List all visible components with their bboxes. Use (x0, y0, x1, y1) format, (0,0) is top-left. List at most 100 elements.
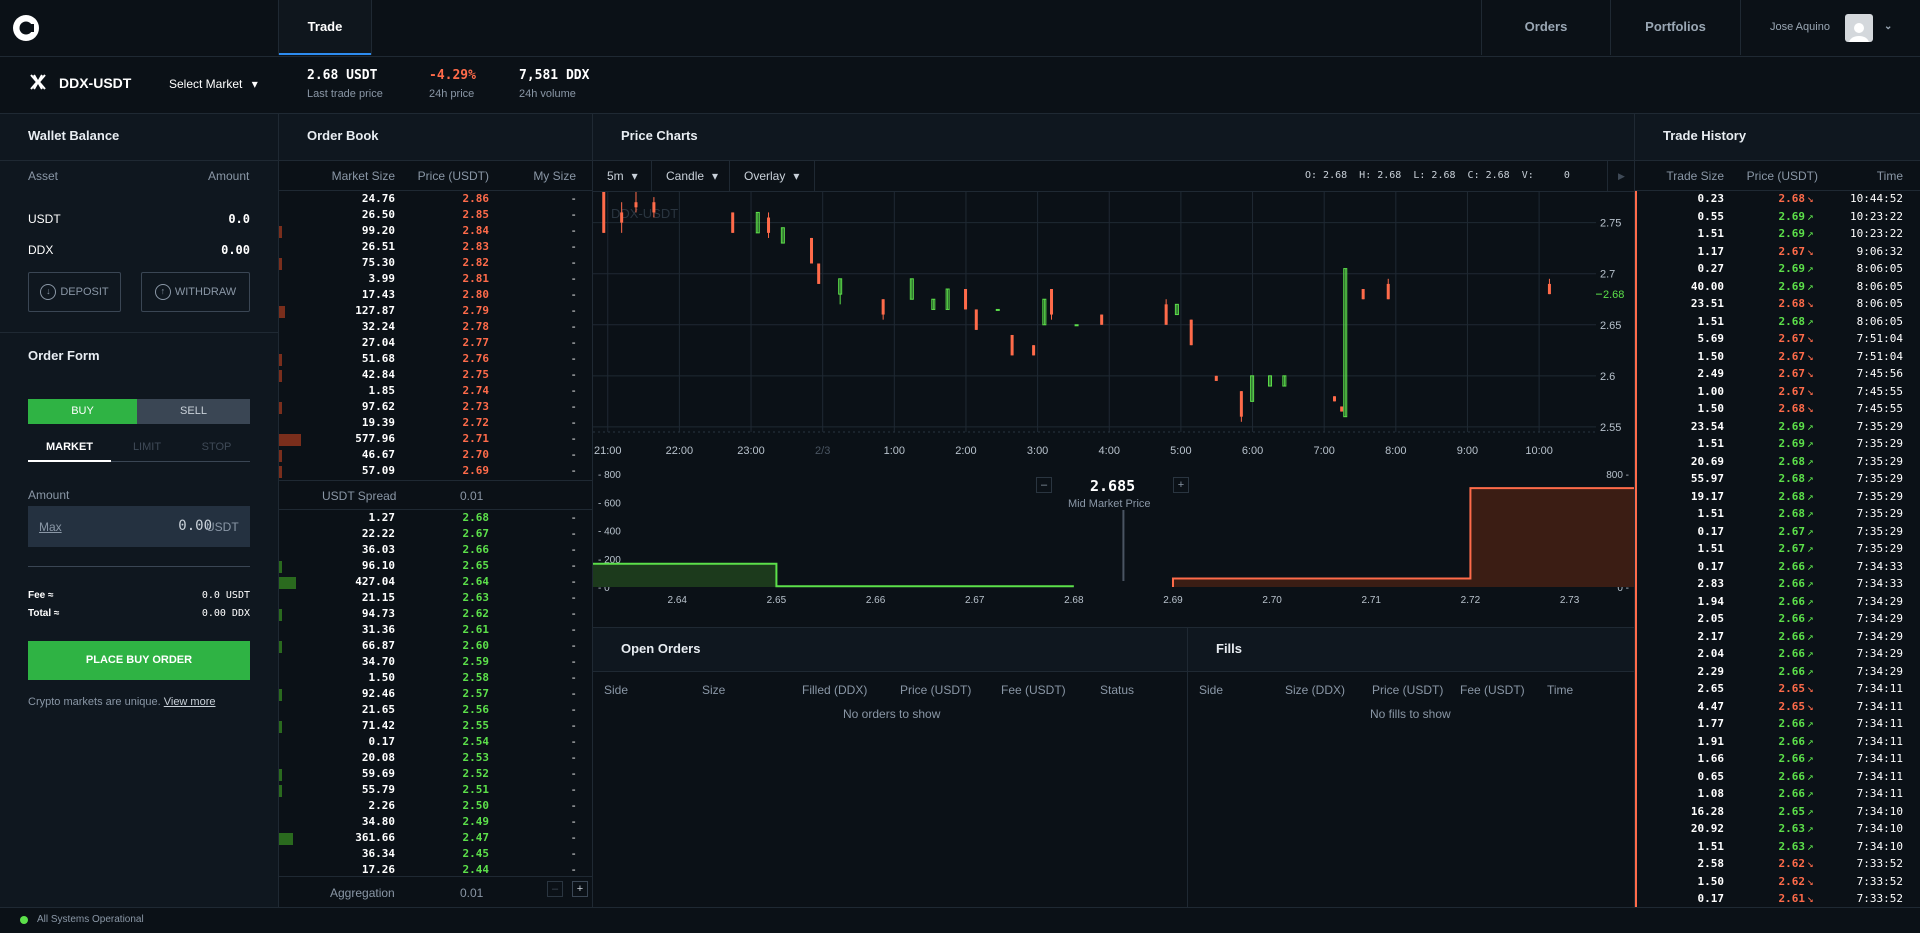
depth-x-tick: 2.66 (866, 595, 886, 606)
wallet-asset: DDX (28, 243, 54, 257)
order-book-row[interactable]: 55.79 2.51 - (279, 783, 592, 799)
order-book-row[interactable]: 19.39 2.72 - (279, 416, 592, 432)
order-book-row[interactable]: 96.10 2.65 - (279, 559, 592, 575)
depth-bar (279, 721, 282, 733)
order-book-row[interactable]: 36.03 2.66 - (279, 543, 592, 559)
order-book-row[interactable]: 26.51 2.83 - (279, 240, 592, 256)
nav-orders[interactable]: Orders (1481, 0, 1610, 55)
order-book-row[interactable]: 59.69 2.52 - (279, 767, 592, 783)
order-book-row[interactable]: 71.42 2.55 - (279, 719, 592, 735)
trade-price: 2.68 (1778, 472, 1806, 485)
place-buy-order-button[interactable]: PLACE BUY ORDER (28, 641, 250, 680)
withdraw-button[interactable]: ↑ WITHDRAW (141, 272, 250, 312)
market-size: 42.84 (361, 368, 395, 381)
interval-dropdown[interactable]: 5m ▾ (593, 161, 652, 191)
order-book-row[interactable]: 24.76 2.86 - (279, 192, 592, 208)
candle (1189, 319, 1193, 346)
tab-market[interactable]: MARKET (45, 441, 94, 453)
order-book-row[interactable]: 32.24 2.78 - (279, 320, 592, 336)
market-size: 27.04 (361, 336, 395, 349)
order-book-row[interactable]: 361.66 2.47 - (279, 831, 592, 847)
overlay-label: Overlay (744, 169, 786, 183)
zoom-in-button[interactable]: + (1173, 477, 1189, 493)
arrow-up-icon: ↗ (1807, 524, 1814, 538)
coinbase-logo-icon[interactable] (12, 14, 40, 42)
trade-time: 7:35:29 (1856, 437, 1903, 450)
order-book-row[interactable]: 22.22 2.67 - (279, 527, 592, 543)
play-icon[interactable]: ▶ (1607, 161, 1635, 191)
y-tick-label: 2.6 (1600, 371, 1615, 383)
order-book-row[interactable]: 20.08 2.53 - (279, 751, 592, 767)
y-tick-label: 2.75 (1600, 218, 1621, 230)
order-book-row[interactable]: 1.50 2.58 - (279, 671, 592, 687)
order-book-row[interactable]: 92.46 2.57 - (279, 687, 592, 703)
trade-price: 2.66 (1778, 752, 1806, 765)
order-book-row[interactable]: 34.80 2.49 - (279, 815, 592, 831)
candle (652, 197, 656, 218)
nav-portfolios[interactable]: Portfolios (1610, 0, 1740, 55)
order-book-row[interactable]: 34.70 2.59 - (279, 655, 592, 671)
fills-col: Time (1547, 683, 1574, 697)
aggregation-decrease-button[interactable]: – (547, 881, 563, 897)
buy-toggle[interactable]: BUY (28, 399, 137, 424)
trade-price: 2.63 (1778, 822, 1806, 835)
aggregation-increase-button[interactable]: + (572, 881, 588, 897)
order-book-row[interactable]: 21.65 2.56 - (279, 703, 592, 719)
amount-input[interactable]: Max 0.00 USDT (28, 506, 250, 547)
order-book-row[interactable]: 17.43 2.80 - (279, 288, 592, 304)
order-book-row[interactable]: 51.68 2.76 - (279, 352, 592, 368)
order-book-row[interactable]: 57.09 2.69 - (279, 464, 592, 480)
market-size: 97.62 (361, 400, 395, 413)
zoom-out-button[interactable]: – (1036, 477, 1052, 493)
max-link[interactable]: Max (39, 520, 62, 534)
user-menu[interactable]: Jose Aquino ⌄ (1740, 0, 1920, 55)
trade-price: 2.67 (1778, 542, 1806, 555)
th-col-time: Time (1876, 169, 1903, 183)
order-book-row[interactable]: 99.20 2.84 - (279, 224, 592, 240)
trade-size: 55.97 (1690, 472, 1724, 485)
order-book-row[interactable]: 75.30 2.82 - (279, 256, 592, 272)
order-book-row[interactable]: 97.62 2.73 - (279, 400, 592, 416)
order-book-row[interactable]: 3.99 2.81 - (279, 272, 592, 288)
overlay-dropdown[interactable]: Overlay ▾ (730, 161, 815, 191)
order-book-row[interactable]: 17.26 2.44 - (279, 863, 592, 879)
select-market-dropdown[interactable]: Select Market ▾ (169, 77, 258, 91)
tab-limit[interactable]: LIMIT (132, 441, 162, 453)
last-price-label: Last trade price (307, 88, 383, 100)
trade-time: 10:23:22 (1850, 209, 1903, 223)
order-book-row[interactable]: 0.17 2.54 - (279, 735, 592, 751)
order-book-row[interactable]: 31.36 2.61 - (279, 623, 592, 639)
order-book-row[interactable]: 577.96 2.71 - (279, 432, 592, 448)
deposit-button[interactable]: ↓ DEPOSIT (28, 272, 121, 312)
chart-type-dropdown[interactable]: Candle ▾ (652, 161, 730, 191)
trade-price: 2.66 (1778, 577, 1806, 590)
order-book-row[interactable]: 2.26 2.50 - (279, 799, 592, 815)
order-book-row[interactable]: 21.15 2.63 - (279, 591, 592, 607)
order-book-row[interactable]: 36.34 2.45 - (279, 847, 592, 863)
tab-stop[interactable]: STOP (201, 441, 232, 453)
candle (1174, 303, 1179, 316)
order-book-row[interactable]: 27.04 2.77 - (279, 336, 592, 352)
sell-toggle[interactable]: SELL (137, 399, 250, 424)
price: 2.79 (462, 304, 490, 317)
tab-trade[interactable]: Trade (278, 0, 372, 55)
view-more-link[interactable]: View more (163, 696, 216, 708)
candlestick-chart[interactable]: 21:00 22:00 23:00 2/3 1:00 2:00 3:00 4:00 5:00 6:… (593, 192, 1634, 462)
depth-bar (279, 609, 282, 621)
order-book-row[interactable]: 1.27 2.68 - (279, 511, 592, 527)
order-book-row[interactable]: 427.04 2.64 - (279, 575, 592, 591)
order-book-row[interactable]: 26.50 2.85 - (279, 208, 592, 224)
order-book-row[interactable]: 127.87 2.79 - (279, 304, 592, 320)
price: 2.44 (462, 863, 490, 876)
order-book-row[interactable]: 94.73 2.62 - (279, 607, 592, 623)
arrow-down-icon: ↘ (1807, 682, 1814, 695)
order-book-row[interactable]: 1.85 2.74 - (279, 384, 592, 400)
order-book-row[interactable]: 42.84 2.75 - (279, 368, 592, 384)
x-tick-label: 2/3 (815, 445, 830, 457)
order-book-row[interactable]: 66.87 2.60 - (279, 639, 592, 655)
trade-size: 2.29 (1697, 664, 1725, 678)
price: 2.74 (462, 384, 490, 397)
order-book-row[interactable]: 46.67 2.70 - (279, 448, 592, 464)
x-tick-label: 22:00 (666, 445, 694, 457)
